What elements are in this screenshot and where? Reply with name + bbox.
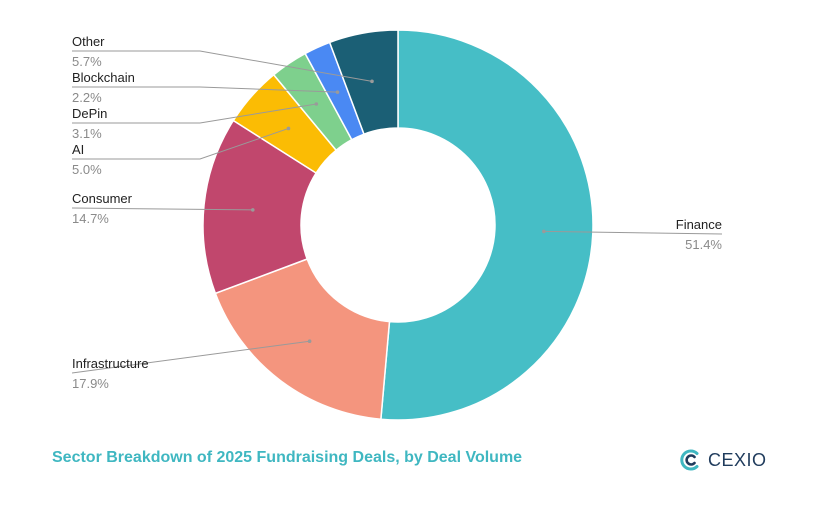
leader-line-consumer (71, 207, 253, 211)
slice-label-infrastructure: Infrastructure (72, 356, 149, 371)
slice-value-other: 5.7% (72, 54, 102, 69)
leader-dot-ai (286, 126, 291, 131)
slice-value-ai: 5.0% (72, 162, 102, 177)
brand-name: CEXIO (708, 449, 767, 470)
leader-line-ai (72, 127, 289, 160)
slice-label-finance: Finance (676, 217, 722, 232)
leader-line-blockchain (72, 86, 338, 93)
slice-value-depin: 3.1% (72, 126, 102, 141)
slice-label-blockchain: Blockchain (72, 70, 135, 85)
leader-lines (71, 50, 723, 374)
cex-logo-icon (680, 449, 699, 471)
chart-title: Sector Breakdown of 2025 Fundraising Dea… (52, 449, 523, 466)
slice-value-finance: 51.4% (685, 237, 722, 252)
slice-labels: Finance 51.4% Infrastructure 17.9% Consumer 1… (72, 34, 722, 391)
slice-value-infrastructure: 17.9% (72, 376, 109, 391)
slice-value-consumer: 14.7% (72, 211, 109, 226)
slice-consumer (202, 119, 318, 295)
leader-line-depin (72, 103, 317, 124)
slice-label-ai: AI (72, 142, 84, 157)
brand-logo: CEXIO (678, 447, 767, 473)
leader-line-other (72, 50, 373, 82)
slice-label-depin: DePin (72, 106, 107, 121)
slice-infrastructure (214, 258, 391, 421)
leader-dot-infrastructure (307, 339, 312, 344)
slice-other (328, 29, 399, 136)
leader-line-infrastructure (71, 340, 310, 374)
slice-label-consumer: Consumer (72, 191, 133, 206)
donut-slices (202, 29, 594, 421)
leader-line-finance (543, 230, 723, 235)
slice-finance (380, 29, 594, 421)
leader-dot-depin (314, 102, 319, 106)
slice-value-blockchain: 2.2% (72, 90, 102, 105)
slice-label-other: Other (72, 34, 105, 49)
